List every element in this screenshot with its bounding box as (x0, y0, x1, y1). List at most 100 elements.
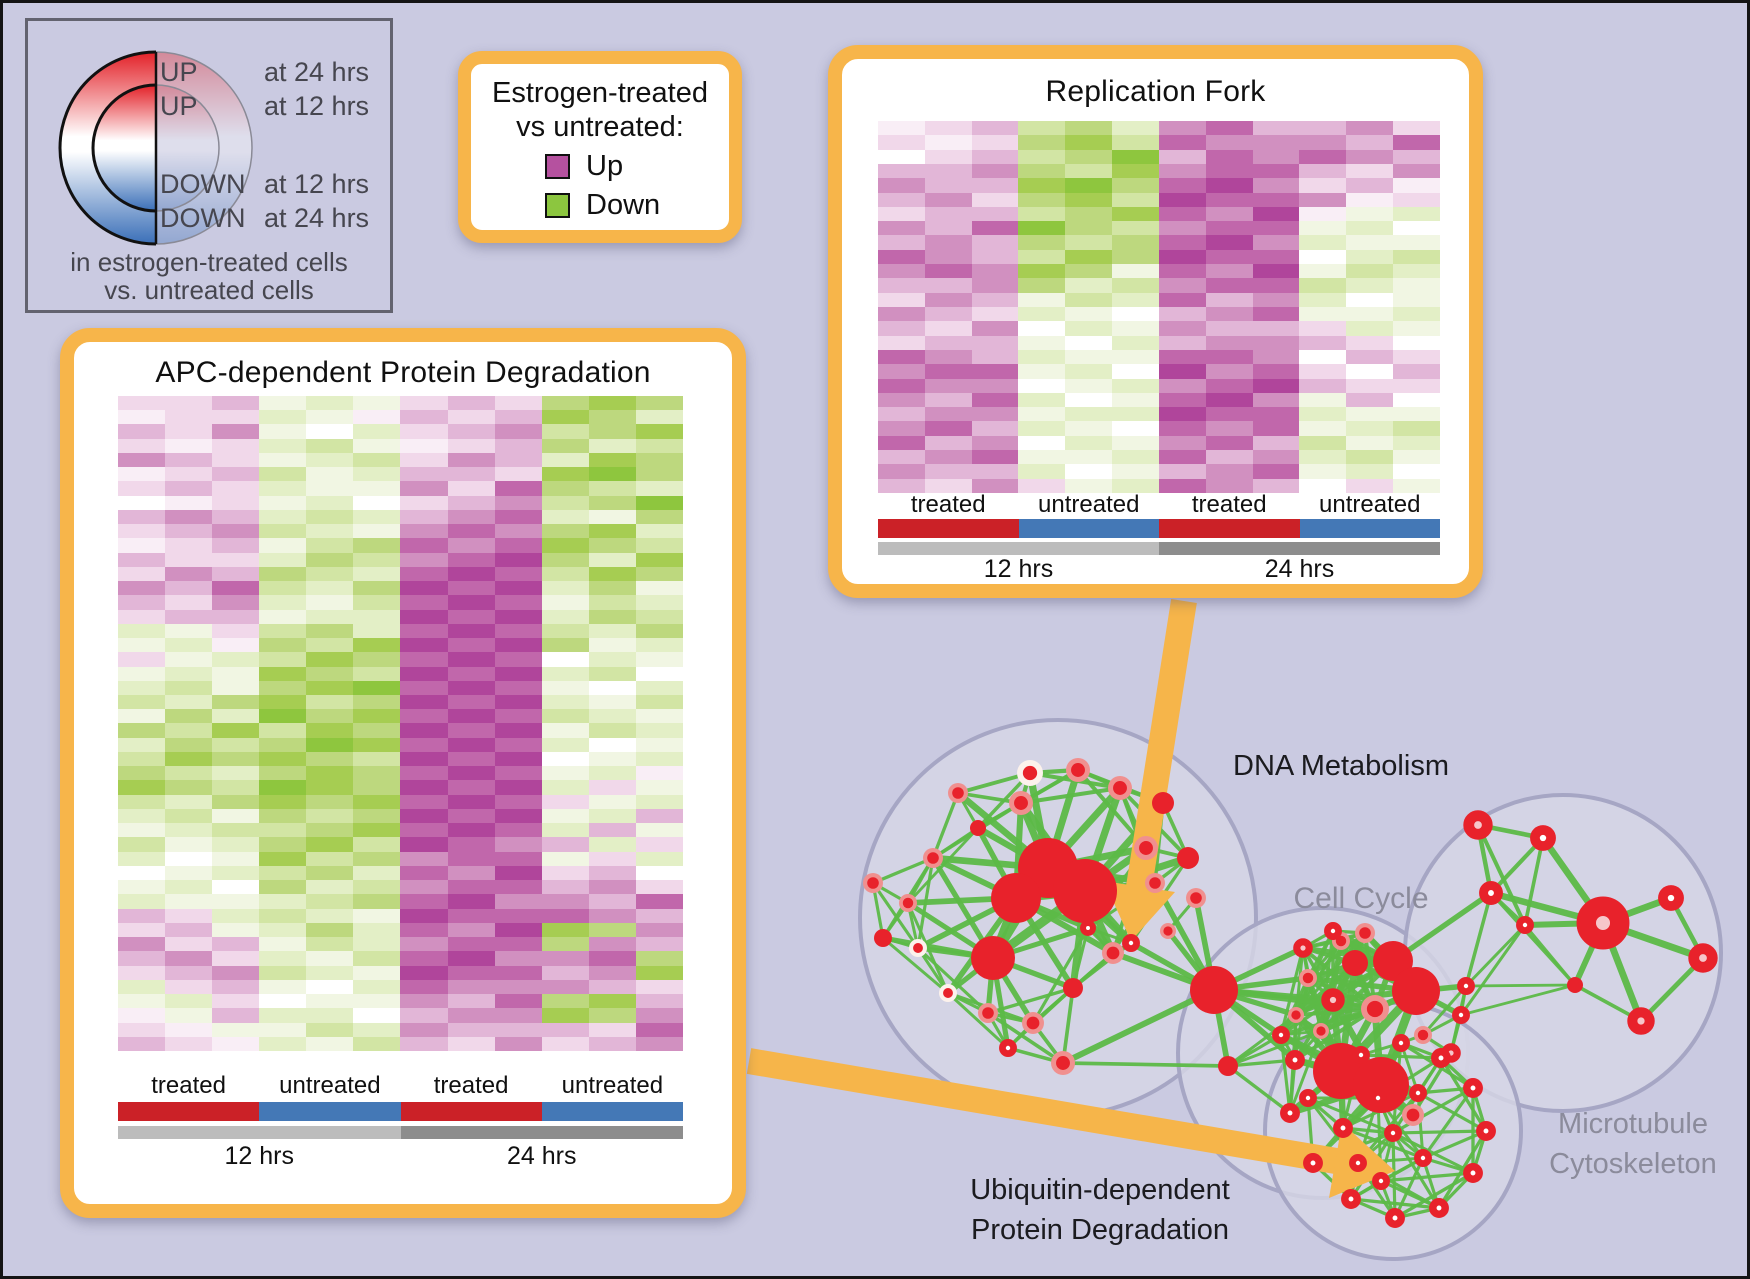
apc-group-labels: treated untreated treated untreated (118, 1072, 683, 1100)
heatmap-cell (400, 1036, 448, 1051)
heatmap-cell (635, 851, 683, 866)
heatmap-cell (212, 538, 260, 553)
network-node (991, 873, 1041, 923)
group-label: treated (1191, 491, 1267, 518)
heatmap-cell (447, 1008, 495, 1023)
heatmap-cell (541, 737, 589, 752)
heatmap-cell (1299, 278, 1347, 293)
heatmap-cell (306, 666, 354, 681)
heatmap-cell (1158, 307, 1206, 322)
heatmap-cell (1393, 163, 1440, 179)
heatmap-cell (971, 178, 1019, 193)
heatmap-cell (971, 421, 1019, 436)
heatmap-cell (541, 1022, 589, 1037)
heatmap-cell (447, 666, 495, 681)
heatmap-cell (400, 410, 448, 425)
heatmap-cell (635, 438, 683, 453)
heatmap-cell (1252, 307, 1300, 322)
heatmap-cell (494, 481, 542, 496)
heatmap-cell (259, 396, 307, 411)
heatmap-cell (971, 378, 1019, 393)
heatmap-cell (165, 566, 213, 582)
heatmap-cell (400, 808, 448, 824)
heatmap-cell (1018, 421, 1066, 436)
heatmap-cell (1252, 435, 1300, 451)
heatmap-cell (1252, 264, 1300, 279)
heatmap-cell (353, 908, 401, 923)
network-edge (931, 791, 960, 860)
heatmap-cell (1393, 292, 1440, 307)
heatmap-cell (971, 435, 1019, 451)
heatmap-cell (118, 922, 166, 938)
heatmap-cell (878, 335, 925, 350)
heatmap-cell (1112, 307, 1159, 322)
heatmap-cell (1018, 349, 1066, 365)
heatmap-cell (1299, 450, 1347, 465)
heatmap-cell (635, 638, 683, 653)
heatmap-cell (1393, 335, 1440, 350)
network-node (970, 820, 986, 836)
network-node-ring (999, 1039, 1017, 1057)
heatmap-cell (165, 922, 213, 938)
heatmap-cell (447, 937, 495, 952)
heatmap-cell (878, 292, 925, 307)
heatmap-cell (400, 851, 448, 866)
network-edge (1523, 836, 1545, 927)
network-node-ring (1463, 1163, 1483, 1183)
heatmap-cell (1112, 178, 1159, 193)
down-swatch (545, 193, 570, 218)
heatmap-cell (353, 495, 401, 510)
heatmap-cell (118, 808, 166, 824)
heatmap-cell (1346, 235, 1394, 250)
heatmap-cell (1346, 435, 1394, 451)
heatmap-cell (1205, 135, 1253, 150)
heatmap-cell (1158, 321, 1206, 336)
heatmap-cell (1299, 221, 1347, 236)
heatmap-cell (118, 438, 166, 453)
heatmap-cell (494, 965, 542, 980)
heatmap-cell (212, 438, 260, 453)
heatmap-cell (118, 595, 166, 610)
network-node (952, 787, 964, 799)
heatmap-cell (1112, 349, 1159, 365)
heatmap-cell (588, 965, 636, 980)
heatmap-cell (353, 695, 401, 710)
network-node (874, 929, 892, 947)
heatmap-cell (165, 823, 213, 838)
heatmap-cell (541, 1008, 589, 1023)
heatmap-cell (1299, 464, 1347, 479)
heatmap-cell (306, 794, 354, 809)
network-edge (871, 881, 920, 950)
heatmap-cell (878, 264, 925, 279)
heatmap-cell (118, 581, 166, 596)
network-edge (1210, 986, 1379, 1013)
heatmap-cell (306, 652, 354, 667)
network-edge (1061, 986, 1075, 1065)
heatmap-cell (1299, 292, 1347, 307)
heatmap-cell (635, 837, 683, 852)
heatmap-cell (541, 766, 589, 781)
heatmap-cell (353, 823, 401, 838)
down-outer-label: DOWN (160, 203, 245, 233)
heatmap-cell (353, 424, 401, 439)
heatmap-cell (1346, 364, 1394, 379)
heatmap-cell (635, 595, 683, 610)
heatmap-cell (118, 1008, 166, 1023)
footnote-line2: vs. untreated cells (104, 275, 314, 305)
heatmap-cell (353, 638, 401, 653)
heatmap-cell (306, 979, 354, 995)
heatmap-cell (971, 292, 1019, 307)
heatmap-cell (1065, 307, 1113, 322)
heatmap-cell (1346, 278, 1394, 293)
heatmap-cell (494, 751, 542, 767)
down-inner-time: at 12 hrs (264, 169, 369, 199)
heatmap-cell (1065, 321, 1113, 336)
heatmap-cell (306, 922, 354, 938)
heatmap-cell (212, 723, 260, 738)
heatmap-cell (212, 794, 260, 809)
heatmap-cell (306, 623, 354, 639)
heatmap-cell (353, 452, 401, 468)
heatmap-cell (635, 452, 683, 468)
heatmap-cell (635, 808, 683, 824)
heatmap-cell (1252, 450, 1300, 465)
